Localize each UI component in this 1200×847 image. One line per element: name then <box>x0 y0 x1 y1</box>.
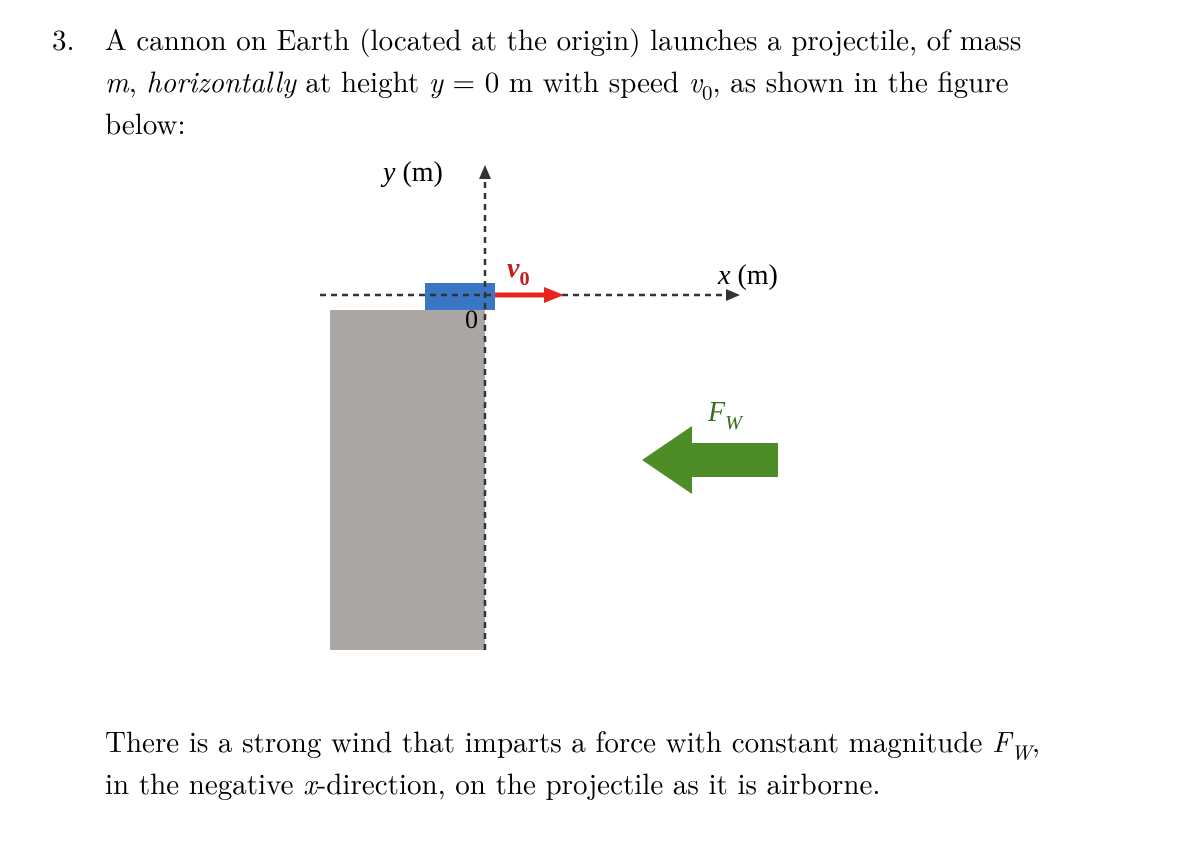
text: = 0 m with speed <box>443 60 689 101</box>
fw-arrow <box>642 426 778 494</box>
v0-label: v0 <box>507 253 530 290</box>
text: in the negative <box>105 762 303 803</box>
var-v: v <box>507 253 519 284</box>
v0-arrow-head <box>544 287 564 303</box>
physics-figure: y (m) x (m) v0 0 FW <box>320 165 880 665</box>
text: -direction, on the projectile as it is a… <box>317 762 881 803</box>
text: , <box>129 60 147 101</box>
text: , <box>1032 720 1040 761</box>
y-axis-arrowhead <box>479 165 491 179</box>
text: , as shown in the figure <box>712 60 1008 101</box>
word-horizontally: horizontally <box>146 60 295 101</box>
var-x: x <box>718 260 730 291</box>
fw-arrow-shaft <box>678 443 778 477</box>
figure-svg <box>320 165 880 665</box>
unit: (m) <box>395 157 442 188</box>
pillar <box>330 310 485 650</box>
x-axis-label: x (m) <box>718 260 778 292</box>
var-v: v <box>689 60 702 101</box>
var-F: F <box>708 397 725 428</box>
problem-line-1: A cannon on Earth (located at the origin… <box>105 18 1133 60</box>
var-y: y <box>383 157 395 188</box>
var-x: x <box>303 762 316 803</box>
y-axis-label: y (m) <box>383 157 443 189</box>
fw-label: FW <box>708 397 742 434</box>
var-y: y <box>429 60 443 101</box>
text: at height <box>296 60 429 101</box>
fw-arrow-head <box>642 426 692 494</box>
problem-line-2: m, horizontally at height y = 0 m with s… <box>105 60 1133 106</box>
origin-label: 0 <box>465 305 478 335</box>
problem-line-3: below: <box>105 102 1133 144</box>
problem-number: 3. <box>52 18 92 60</box>
sub-0: 0 <box>519 268 529 290</box>
unit: (m) <box>730 260 777 291</box>
text: There is a strong wind that imparts a fo… <box>105 720 992 761</box>
bottom-line-2: in the negative x-direction, on the proj… <box>105 762 1133 804</box>
var-F: F <box>992 720 1011 761</box>
page: 3. A cannon on Earth (located at the ori… <box>0 0 1200 847</box>
sub-W: W <box>725 412 742 434</box>
bottom-line-1: There is a strong wind that imparts a fo… <box>105 720 1133 767</box>
var-m: m <box>105 60 129 101</box>
